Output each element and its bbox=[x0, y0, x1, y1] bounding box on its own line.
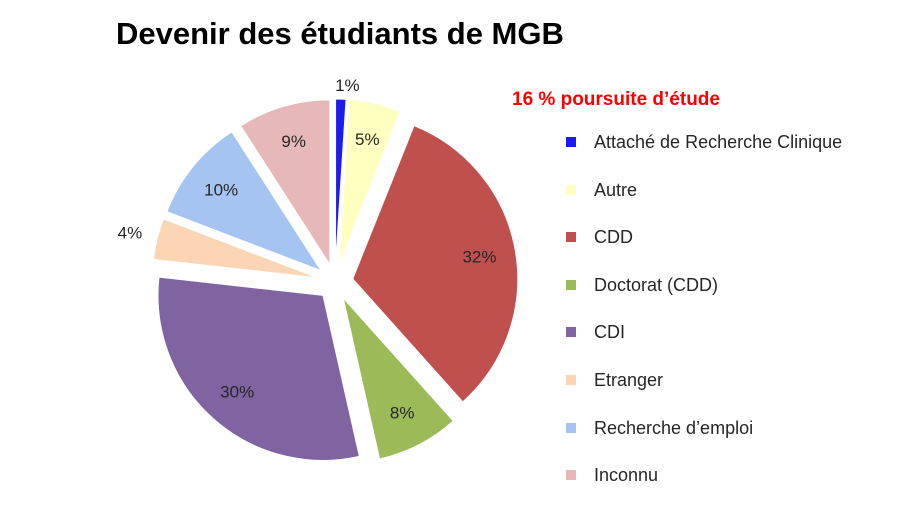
legend-item: Doctorat (CDD) bbox=[566, 273, 842, 321]
slice-label-4: 30% bbox=[220, 382, 254, 401]
slice-label-1: 5% bbox=[355, 130, 380, 149]
legend-swatch bbox=[566, 374, 576, 385]
slice-label-7: 9% bbox=[281, 132, 306, 151]
pie-slice-2 bbox=[352, 125, 519, 403]
pie-slice-0 bbox=[335, 98, 347, 265]
pie-slice-4 bbox=[157, 276, 360, 461]
slice-label-6: 10% bbox=[204, 180, 238, 199]
chart-title: Devenir des étudiants de MGB bbox=[116, 16, 564, 51]
legend-item: Inconnu bbox=[566, 463, 842, 511]
slice-label-2: 32% bbox=[462, 248, 496, 267]
pie-slice-6 bbox=[166, 131, 323, 272]
legend-swatch bbox=[566, 327, 576, 338]
legend-label: CDD bbox=[594, 227, 633, 248]
pie-slice-7 bbox=[240, 99, 331, 267]
legend-label: CDI bbox=[594, 322, 625, 343]
legend-item: Etranger bbox=[566, 368, 842, 416]
chart-legend: Attaché de Recherche Clinique Autre CDD Doc… bbox=[566, 130, 842, 511]
legend-label: Autre bbox=[594, 179, 638, 200]
pie-slice-1 bbox=[338, 99, 401, 265]
pie-slice-3 bbox=[342, 296, 454, 460]
legend-swatch bbox=[566, 232, 576, 243]
legend-swatch bbox=[566, 470, 576, 481]
pie-slice-5 bbox=[152, 218, 318, 279]
legend-label: Recherche d’emploi bbox=[594, 417, 754, 438]
slice-label-5: 4% bbox=[118, 223, 143, 242]
legend-item: CDI bbox=[566, 320, 842, 368]
legend-label: Inconnu bbox=[594, 465, 659, 486]
legend-item: Autre bbox=[566, 178, 842, 226]
legend-swatch bbox=[566, 137, 576, 147]
legend-label: Etranger bbox=[594, 369, 664, 390]
legend-swatch bbox=[566, 184, 576, 195]
legend-item: Recherche d’emploi bbox=[566, 416, 842, 464]
slice-label-3: 8% bbox=[390, 403, 415, 422]
legend-label: Attaché de Recherche Clinique bbox=[594, 132, 843, 152]
legend-label: Doctorat (CDD) bbox=[594, 274, 719, 295]
legend-item: Attaché de Recherche Clinique bbox=[566, 130, 842, 178]
legend-swatch bbox=[566, 279, 576, 290]
legend-item: CDD bbox=[566, 225, 842, 273]
legend-swatch bbox=[566, 422, 576, 433]
chart-subtitle: 16 % poursuite d’étude bbox=[512, 89, 720, 110]
slice-label-0: 1% bbox=[335, 76, 360, 95]
